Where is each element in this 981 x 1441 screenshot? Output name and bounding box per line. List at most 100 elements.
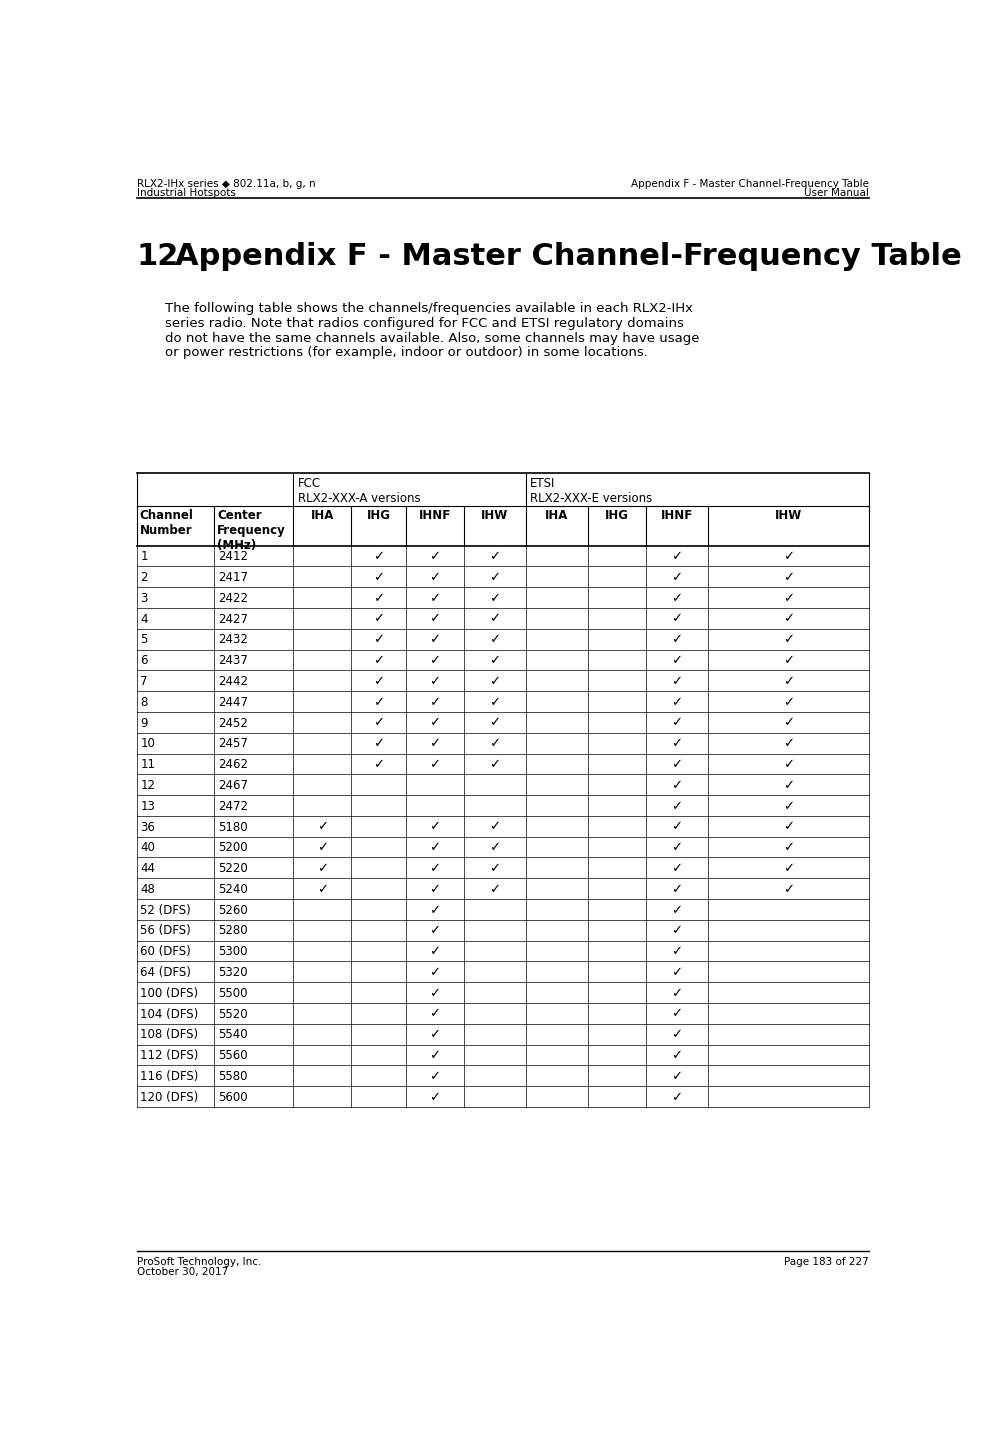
Text: ProSoft Technology, Inc.: ProSoft Technology, Inc. [136, 1257, 261, 1267]
Text: ✓: ✓ [429, 634, 440, 647]
Text: 5200: 5200 [218, 842, 247, 855]
Text: Appendix F - Master Channel-Frequency Table: Appendix F - Master Channel-Frequency Ta… [631, 179, 869, 189]
Text: ✓: ✓ [783, 654, 794, 667]
Text: ✓: ✓ [317, 883, 328, 896]
Text: 2452: 2452 [218, 716, 248, 729]
Text: ✓: ✓ [783, 592, 794, 605]
Text: ✓: ✓ [671, 592, 683, 605]
Text: 2422: 2422 [218, 592, 248, 605]
Text: ✓: ✓ [429, 758, 440, 771]
Text: Page 183 of 227: Page 183 of 227 [784, 1257, 869, 1267]
Text: ✓: ✓ [429, 654, 440, 667]
Text: 2462: 2462 [218, 758, 248, 771]
Text: 2472: 2472 [218, 800, 248, 813]
Text: ✓: ✓ [490, 820, 500, 833]
Text: ✓: ✓ [429, 987, 440, 1000]
Text: 12: 12 [136, 242, 179, 271]
Text: ✓: ✓ [373, 716, 384, 729]
Text: ✓: ✓ [671, 862, 683, 875]
Text: The following table shows the channels/frequencies available in each RLX2-IHx: The following table shows the channels/f… [165, 303, 694, 316]
Text: ✓: ✓ [783, 758, 794, 771]
Text: ✓: ✓ [671, 716, 683, 729]
Text: User Manual: User Manual [804, 189, 869, 199]
Text: ✓: ✓ [783, 696, 794, 709]
Text: ✓: ✓ [671, 1049, 683, 1062]
Text: 3: 3 [140, 592, 148, 605]
Text: ✓: ✓ [429, 550, 440, 563]
Text: ✓: ✓ [373, 592, 384, 605]
Text: IHNF: IHNF [419, 510, 450, 523]
Text: 5180: 5180 [218, 820, 247, 833]
Text: 8: 8 [140, 696, 148, 709]
Text: series radio. Note that radios configured for FCC and ETSI regulatory domains: series radio. Note that radios configure… [165, 317, 684, 330]
Text: ✓: ✓ [671, 550, 683, 563]
Text: ✓: ✓ [671, 738, 683, 751]
Text: 64 (DFS): 64 (DFS) [140, 965, 191, 978]
Text: 5: 5 [140, 634, 148, 647]
Text: 5240: 5240 [218, 883, 247, 896]
Text: ✓: ✓ [490, 758, 500, 771]
Text: ✓: ✓ [783, 674, 794, 687]
Text: ✓: ✓ [429, 945, 440, 958]
Text: ✓: ✓ [671, 571, 683, 584]
Text: IHA: IHA [311, 510, 334, 523]
Text: ✓: ✓ [429, 965, 440, 978]
Text: Industrial Hotspots: Industrial Hotspots [136, 189, 235, 199]
Text: ✓: ✓ [429, 1071, 440, 1084]
Text: 112 (DFS): 112 (DFS) [140, 1049, 199, 1062]
Text: ETSI
RLX2-XXX-E versions: ETSI RLX2-XXX-E versions [531, 477, 652, 504]
Text: ✓: ✓ [317, 862, 328, 875]
Text: ✓: ✓ [671, 634, 683, 647]
Text: ✓: ✓ [317, 820, 328, 833]
Text: 5520: 5520 [218, 1007, 247, 1020]
Text: ✓: ✓ [429, 862, 440, 875]
Text: ✓: ✓ [429, 571, 440, 584]
Text: 5540: 5540 [218, 1029, 247, 1042]
Text: ✓: ✓ [429, 592, 440, 605]
Text: ✓: ✓ [671, 758, 683, 771]
Text: ✓: ✓ [429, 674, 440, 687]
Text: or power restrictions (for example, indoor or outdoor) in some locations.: or power restrictions (for example, indo… [165, 346, 648, 359]
Text: 5300: 5300 [218, 945, 247, 958]
Text: ✓: ✓ [783, 738, 794, 751]
Text: ✓: ✓ [373, 612, 384, 625]
Text: RLX2-IHx series ◆ 802.11a, b, g, n: RLX2-IHx series ◆ 802.11a, b, g, n [136, 179, 315, 189]
Text: ✓: ✓ [373, 634, 384, 647]
Text: ✓: ✓ [671, 1007, 683, 1020]
Text: ✓: ✓ [671, 1091, 683, 1104]
Text: ✓: ✓ [490, 674, 500, 687]
Text: 6: 6 [140, 654, 148, 667]
Text: 4: 4 [140, 612, 148, 625]
Text: 52 (DFS): 52 (DFS) [140, 904, 191, 916]
Text: 2437: 2437 [218, 654, 248, 667]
Text: 120 (DFS): 120 (DFS) [140, 1091, 199, 1104]
Text: October 30, 2017: October 30, 2017 [136, 1267, 228, 1277]
Text: 108 (DFS): 108 (DFS) [140, 1029, 198, 1042]
Text: ✓: ✓ [783, 780, 794, 793]
Text: FCC
RLX2-XXX-A versions: FCC RLX2-XXX-A versions [298, 477, 421, 504]
Text: ✓: ✓ [490, 738, 500, 751]
Text: ✓: ✓ [783, 842, 794, 855]
Text: ✓: ✓ [490, 696, 500, 709]
Text: 2417: 2417 [218, 571, 248, 584]
Text: ✓: ✓ [490, 550, 500, 563]
Text: 2467: 2467 [218, 780, 248, 793]
Text: Appendix F - Master Channel-Frequency Table: Appendix F - Master Channel-Frequency Ta… [176, 242, 962, 271]
Text: ✓: ✓ [429, 1049, 440, 1062]
Text: ✓: ✓ [671, 965, 683, 978]
Text: ✓: ✓ [373, 758, 384, 771]
Text: ✓: ✓ [490, 842, 500, 855]
Text: ✓: ✓ [429, 716, 440, 729]
Text: ✓: ✓ [671, 883, 683, 896]
Text: ✓: ✓ [373, 738, 384, 751]
Text: ✓: ✓ [429, 1007, 440, 1020]
Text: ✓: ✓ [429, 1091, 440, 1104]
Text: ✓: ✓ [429, 1029, 440, 1042]
Text: 2427: 2427 [218, 612, 248, 625]
Text: ✓: ✓ [783, 820, 794, 833]
Text: do not have the same channels available. Also, some channels may have usage: do not have the same channels available.… [165, 331, 699, 344]
Text: 100 (DFS): 100 (DFS) [140, 987, 198, 1000]
Text: 40: 40 [140, 842, 155, 855]
Text: ✓: ✓ [429, 696, 440, 709]
Text: ✓: ✓ [490, 654, 500, 667]
